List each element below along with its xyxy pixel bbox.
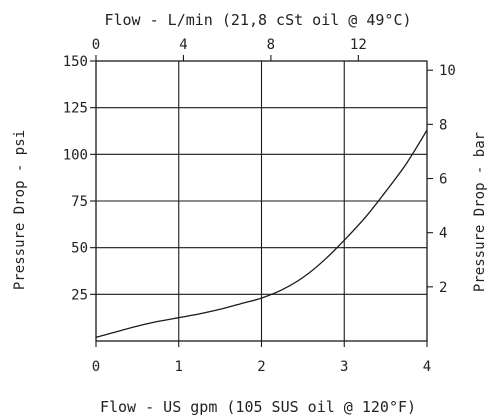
- top-axis-title: Flow - L/min (21,8 cSt oil @ 49°C): [104, 11, 411, 29]
- y-tick-label: 25: [71, 287, 88, 303]
- top-x-tick-label: 4: [179, 37, 187, 53]
- right-y-tick-label: 6: [439, 172, 447, 188]
- x-tick-label: 4: [423, 359, 431, 375]
- y-tick-label: 100: [63, 147, 88, 163]
- x-tick-label: 0: [92, 359, 100, 375]
- right-axis-title: Pressure Drop - bar: [472, 132, 488, 292]
- y-tick-label: 50: [71, 241, 88, 257]
- x-tick-label: 2: [257, 359, 265, 375]
- x-tick-label: 3: [340, 359, 348, 375]
- top-x-tick-label: 8: [267, 37, 275, 53]
- y-tick-label: 75: [71, 194, 88, 210]
- y-tick-label: 150: [63, 54, 88, 70]
- right-y-tick-label: 8: [439, 117, 447, 133]
- left-axis-title: Pressure Drop - psi: [12, 130, 28, 290]
- right-y-tick-label: 2: [439, 280, 447, 296]
- pressure-drop-curve: [95, 129, 428, 338]
- top-x-tick-label: 0: [92, 37, 100, 53]
- x-tick-label: 1: [175, 359, 183, 375]
- right-y-tick-label: 4: [439, 226, 447, 242]
- y-tick-label: 125: [63, 101, 88, 117]
- bottom-axis-title: Flow - US gpm (105 SUS oil @ 120°F): [100, 398, 416, 416]
- top-x-tick-label: 12: [350, 37, 367, 53]
- right-y-tick-label: 10: [439, 63, 456, 79]
